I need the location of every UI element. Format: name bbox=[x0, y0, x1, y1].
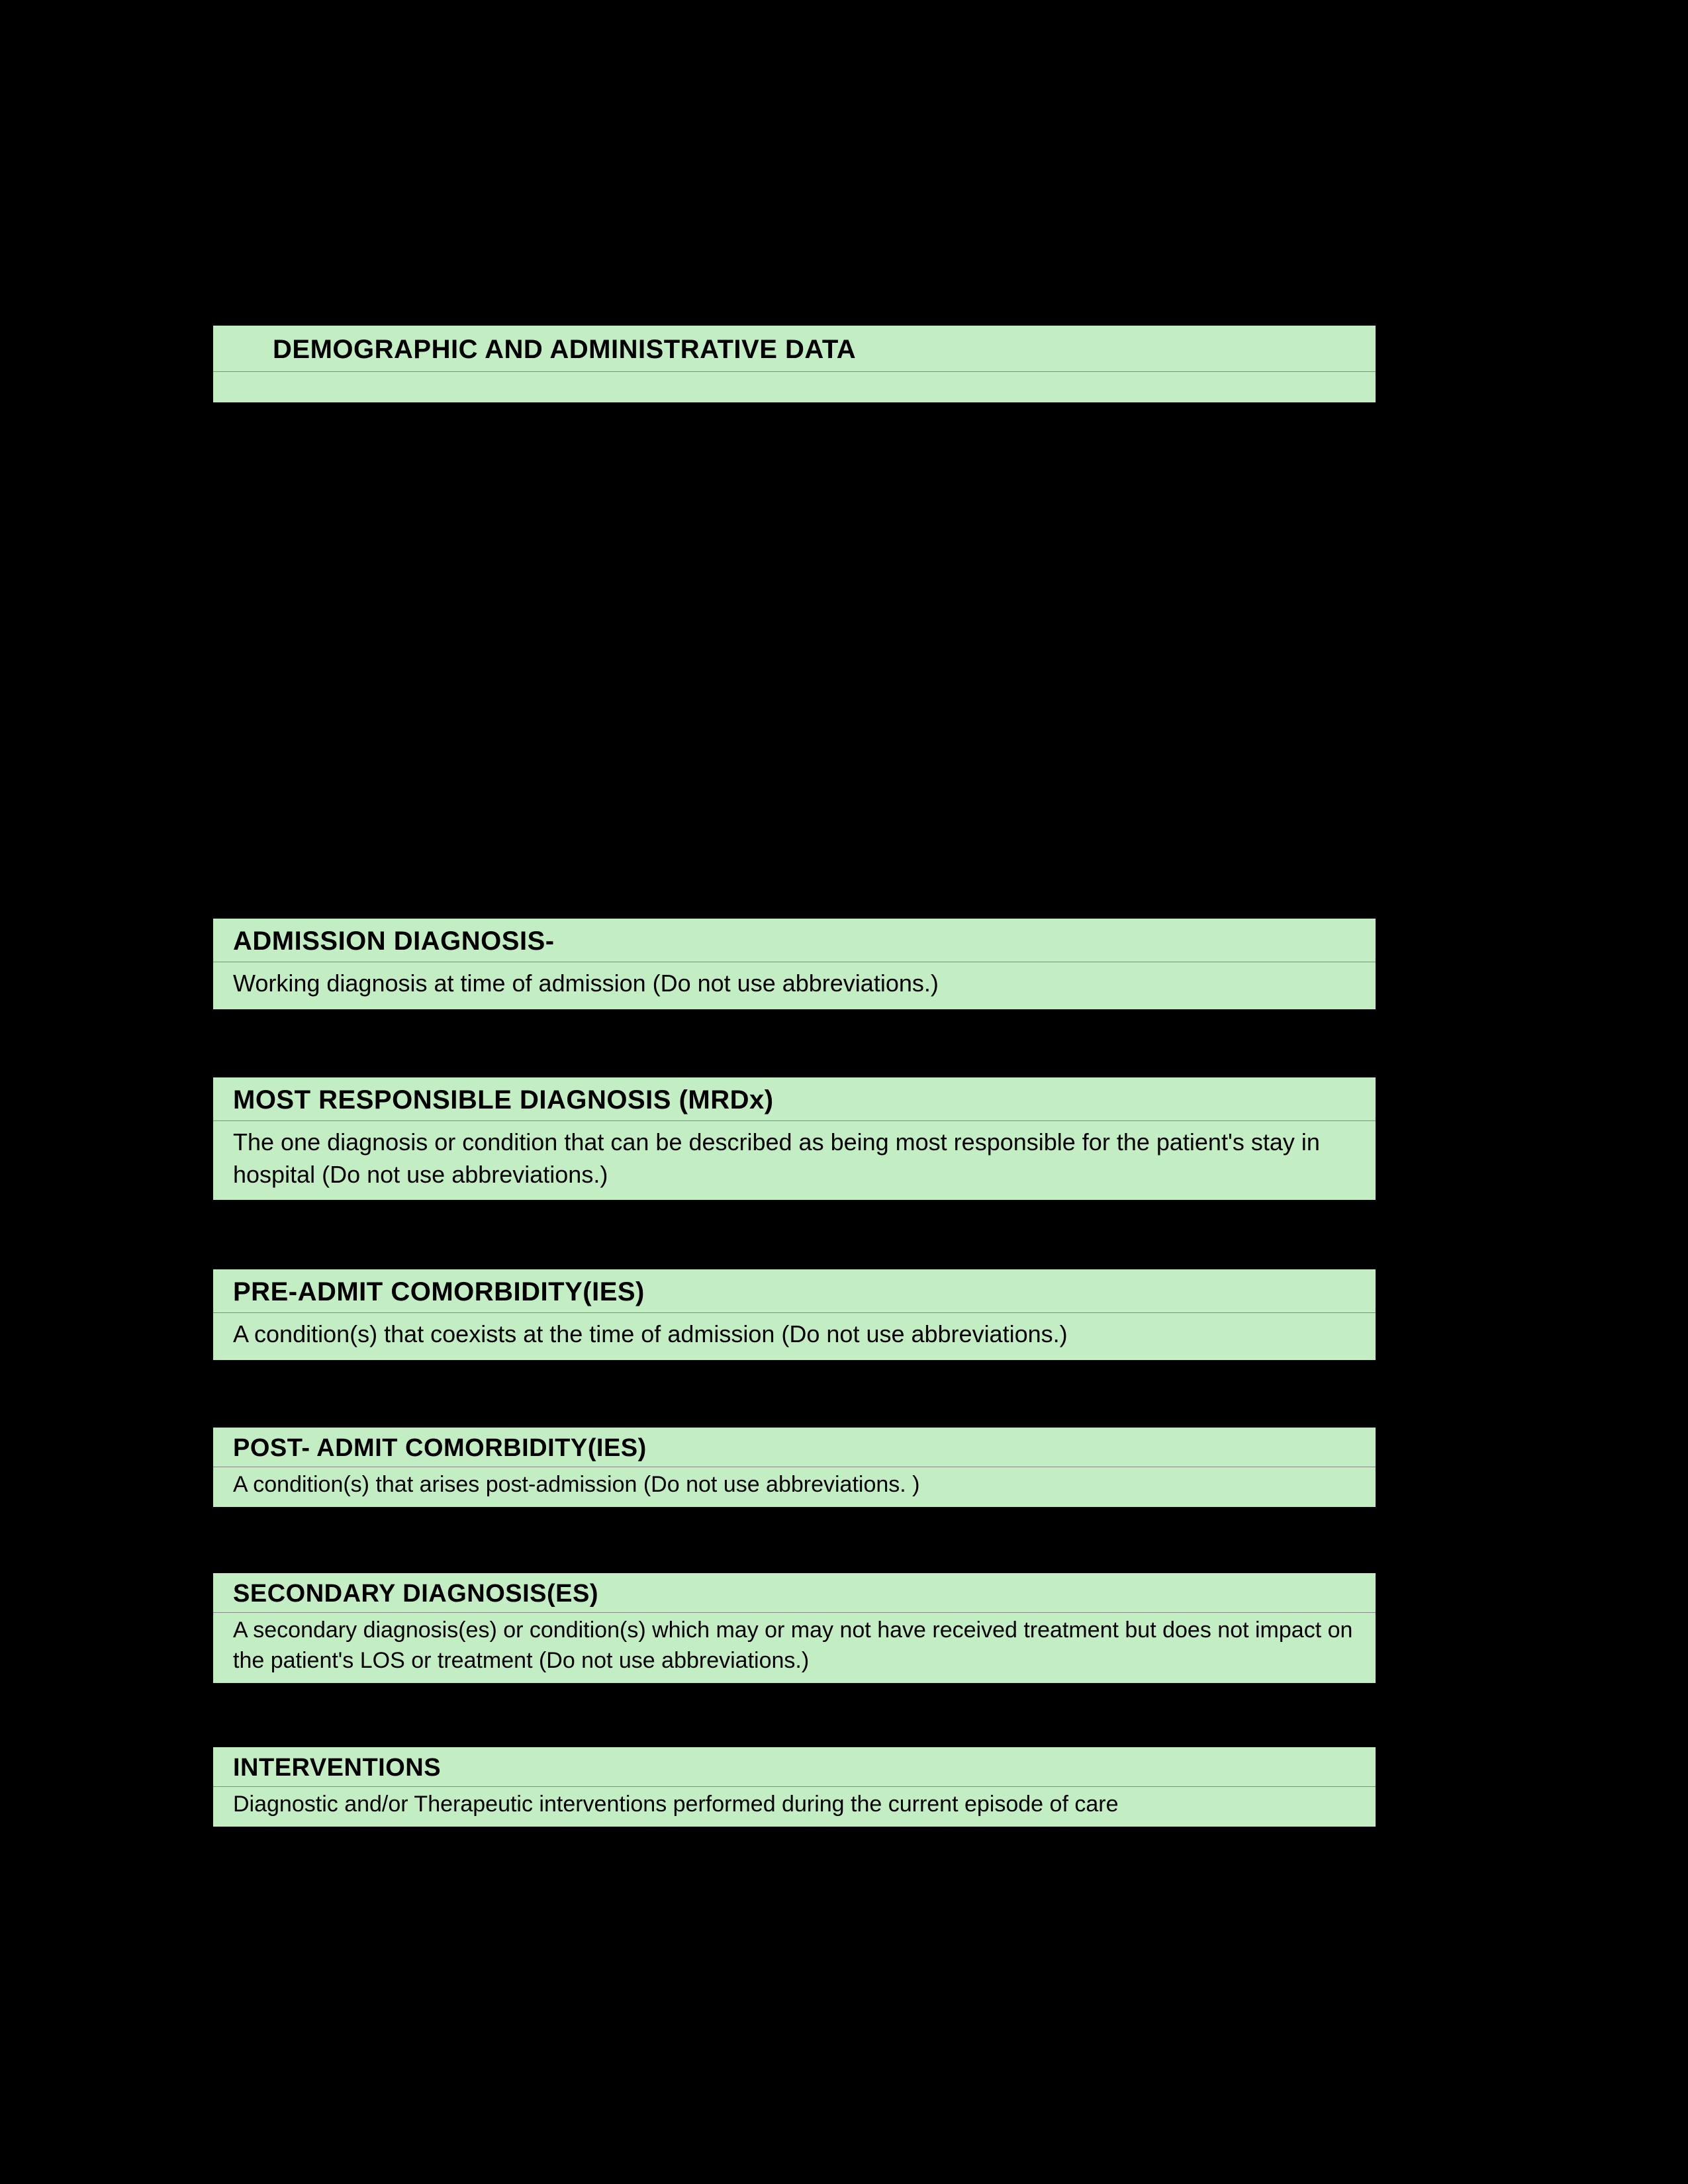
admission-diagnosis-description: Working diagnosis at time of admission (… bbox=[213, 962, 1376, 1009]
interventions-header: INTERVENTIONS bbox=[213, 1747, 1376, 1787]
secondary-diagnosis-header: SECONDARY DIAGNOSIS(ES) bbox=[213, 1573, 1376, 1613]
postadmit-comorbidity-section: POST- ADMIT COMORBIDITY(IES) A condition… bbox=[212, 1426, 1377, 1508]
interventions-section: INTERVENTIONS Diagnostic and/or Therapeu… bbox=[212, 1746, 1377, 1828]
postadmit-comorbidity-description: A condition(s) that arises post-admissio… bbox=[213, 1467, 1376, 1507]
mrdx-section: MOST RESPONSIBLE DIAGNOSIS (MRDx) The on… bbox=[212, 1076, 1377, 1201]
preadmit-comorbidity-description: A condition(s) that coexists at the time… bbox=[213, 1313, 1376, 1360]
interventions-description: Diagnostic and/or Therapeutic interventi… bbox=[213, 1787, 1376, 1827]
mrdx-description: The one diagnosis or condition that can … bbox=[213, 1121, 1376, 1200]
postadmit-comorbidity-header: POST- ADMIT COMORBIDITY(IES) bbox=[213, 1428, 1376, 1467]
preadmit-comorbidity-section: PRE-ADMIT COMORBIDITY(IES) A condition(s… bbox=[212, 1268, 1377, 1361]
admission-diagnosis-section: ADMISSION DIAGNOSIS- Working diagnosis a… bbox=[212, 917, 1377, 1011]
demographic-body bbox=[213, 372, 1376, 398]
demographic-header: DEMOGRAPHIC AND ADMINISTRATIVE DATA bbox=[213, 326, 1376, 372]
preadmit-comorbidity-header: PRE-ADMIT COMORBIDITY(IES) bbox=[213, 1269, 1376, 1313]
mrdx-header: MOST RESPONSIBLE DIAGNOSIS (MRDx) bbox=[213, 1077, 1376, 1121]
demographic-section: DEMOGRAPHIC AND ADMINISTRATIVE DATA bbox=[212, 324, 1377, 404]
secondary-diagnosis-description: A secondary diagnosis(es) or condition(s… bbox=[213, 1613, 1376, 1683]
secondary-diagnosis-section: SECONDARY DIAGNOSIS(ES) A secondary diag… bbox=[212, 1572, 1377, 1684]
admission-diagnosis-header: ADMISSION DIAGNOSIS- bbox=[213, 919, 1376, 962]
